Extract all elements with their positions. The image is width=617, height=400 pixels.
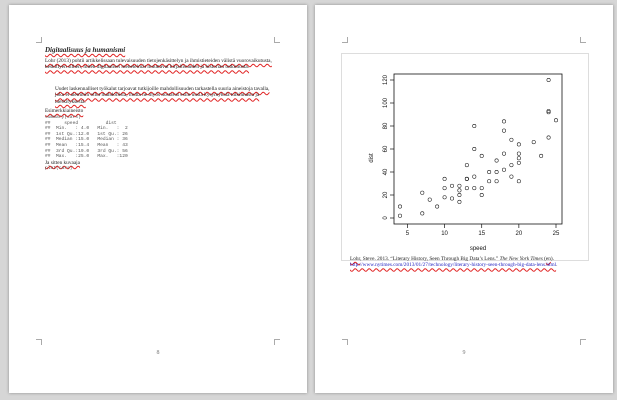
data-point xyxy=(457,188,462,193)
y-tick-label: 0 xyxy=(383,216,389,220)
data-point xyxy=(450,196,454,201)
data-point xyxy=(472,186,477,191)
data-point xyxy=(420,211,425,216)
data-point xyxy=(502,151,506,156)
data-point xyxy=(479,186,484,191)
data-point xyxy=(494,179,499,184)
data-point xyxy=(472,147,477,151)
x-tick-label: 15 xyxy=(478,231,485,237)
code-output-block: summary(cars) ## speed dist ## Min. : 4.… xyxy=(45,115,128,160)
page-number: 9 xyxy=(462,350,466,356)
data-point xyxy=(531,140,536,145)
data-point xyxy=(472,124,477,128)
plot-intro-label: Ja sitten kuvaaja xyxy=(45,160,81,166)
data-point xyxy=(457,193,462,197)
data-point xyxy=(450,183,454,188)
reference-punct: . xyxy=(556,262,558,269)
data-point xyxy=(472,174,477,179)
document-page-right: 5 10 15 20 25 0 20 40 60 80 100 120 speed dist Lohr… xyxy=(315,5,613,393)
data-point xyxy=(509,174,514,179)
data-point xyxy=(464,163,469,168)
data-point xyxy=(516,160,521,165)
page-number: 8 xyxy=(156,350,160,356)
reference-author: Lohr xyxy=(350,256,361,262)
data-point xyxy=(502,119,506,124)
data-point xyxy=(494,170,499,174)
reference-punct: ( xyxy=(542,256,546,262)
y-tick-label: 120 xyxy=(383,74,389,85)
data-point xyxy=(427,197,432,202)
data-point xyxy=(487,179,492,184)
data-point xyxy=(464,186,469,191)
body-paragraph: Lohr (2013) pohtii artikkelissaan tuleva… xyxy=(45,58,272,71)
data-point xyxy=(487,170,492,174)
document-page-left: Digitaalisuus ja humanismi Lohr (2013) p… xyxy=(9,5,307,393)
data-point xyxy=(457,183,462,188)
data-point xyxy=(502,128,506,133)
data-point xyxy=(479,193,484,197)
data-point xyxy=(546,78,551,82)
reference-text: , Steve. 2013. “Literary History, Seen T… xyxy=(360,256,500,262)
plot-frame xyxy=(393,73,563,225)
plot-code-line: plot(cars) xyxy=(45,166,73,171)
reference-entry: Lohr, Steve. 2013. “Literary History, Se… xyxy=(350,256,582,269)
reference-punct: ). xyxy=(550,256,554,262)
y-tick-label: 80 xyxy=(383,122,389,129)
data-point xyxy=(516,156,521,161)
data-point xyxy=(516,142,521,147)
y-tick-label: 20 xyxy=(383,191,389,198)
data-point xyxy=(457,199,462,204)
reference-url-link[interactable]: http://www.nytimes.com/2013/01/27/techno… xyxy=(350,262,557,269)
x-tick-label: 25 xyxy=(553,231,560,237)
data-point xyxy=(442,186,447,191)
data-point xyxy=(442,195,447,200)
data-point xyxy=(464,176,469,181)
data-point xyxy=(516,151,521,156)
section-heading: Digitaalisuus ja humanismi xyxy=(45,46,126,54)
reference-language: en xyxy=(545,256,551,262)
data-point xyxy=(546,135,551,140)
page-corner-mark xyxy=(580,37,586,43)
x-tick-label: 20 xyxy=(516,231,523,237)
page-corner-mark xyxy=(274,37,280,43)
page-corner-mark xyxy=(36,37,42,43)
data-point xyxy=(398,213,402,218)
y-tick-label: 40 xyxy=(383,168,389,175)
y-tick-label: 100 xyxy=(383,97,389,108)
data-point xyxy=(546,109,551,114)
data-point xyxy=(398,204,402,209)
data-point xyxy=(516,179,521,184)
page-corner-mark xyxy=(342,339,348,345)
page-corner-mark xyxy=(342,37,348,43)
data-point xyxy=(442,176,447,181)
x-axis-label: speed xyxy=(470,246,486,252)
data-point xyxy=(509,137,514,142)
block-quote: Uudet laskennalliset työkalut tarjoavat … xyxy=(55,86,270,105)
reference-journal: The New York Times xyxy=(499,256,543,262)
data-point xyxy=(539,153,544,158)
data-point xyxy=(509,163,514,168)
data-point xyxy=(494,158,499,163)
scatter-plot-cars: 5 10 15 20 25 0 20 40 60 80 100 120 speed dist xyxy=(341,53,589,261)
y-axis-label: dist xyxy=(369,153,375,163)
data-point xyxy=(479,153,484,158)
code-intro-label: Esimerkkiaineisto xyxy=(45,108,84,114)
data-point xyxy=(554,118,558,123)
page-corner-mark xyxy=(36,339,42,345)
y-tick-label: 60 xyxy=(383,145,389,152)
page-corner-mark xyxy=(580,339,586,345)
x-tick-label: 10 xyxy=(441,231,448,237)
data-point xyxy=(502,167,506,172)
data-point xyxy=(546,110,551,115)
data-point xyxy=(420,190,425,195)
page-corner-mark xyxy=(274,339,280,345)
data-point xyxy=(435,204,440,209)
x-tick-label: 5 xyxy=(406,231,410,237)
